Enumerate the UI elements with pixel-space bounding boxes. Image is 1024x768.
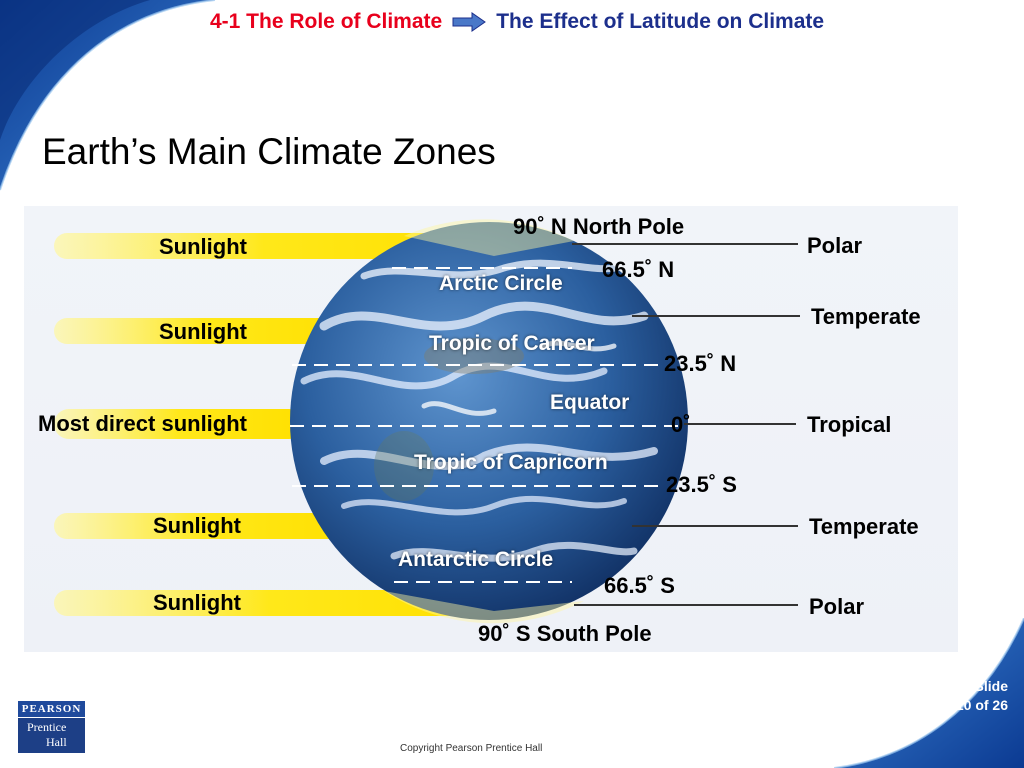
tropic-of-cancer-label: Tropic of Cancer: [429, 332, 595, 355]
south-lit-cap: [384, 591, 584, 624]
sunlight-beam-2: [54, 318, 354, 344]
tropic-capricorn-latitude-label: 23.5˚ S: [666, 472, 737, 497]
right-arrow-icon: [452, 12, 487, 32]
sunlight-beams: [54, 233, 484, 616]
slide-count: 10 of 26: [955, 697, 1008, 713]
zone-label-temperate-north: Temperate: [811, 304, 921, 329]
sunlight-label-1: Sunlight: [159, 234, 247, 259]
equator-label: Equator: [550, 391, 630, 414]
zone-label-polar-north: Polar: [807, 233, 863, 258]
most-direct-sunlight-label: Most direct sunlight: [38, 411, 247, 436]
corner-swoosh-decoration: [0, 0, 216, 191]
slide-number: Slide 10 of 26: [956, 677, 1008, 715]
sunlight-beam-4: [54, 513, 354, 539]
sunlight-label-4: Sunlight: [153, 513, 241, 538]
north-lit-cap: [404, 219, 574, 256]
logo-hall-text: Hall: [46, 735, 67, 749]
slide-label: Slide: [974, 678, 1008, 694]
tropic-of-capricorn-label: Tropic of Capricorn: [414, 451, 608, 474]
zone-label-temperate-south: Temperate: [809, 514, 919, 539]
tropic-cancer-latitude-label: 23.5˚ N: [664, 351, 737, 376]
topic-title: The Effect of Latitude on Climate: [496, 10, 825, 33]
copyright-text: Copyright Pearson Prentice Hall: [400, 743, 543, 754]
north-pole-label: 90˚ N North Pole: [513, 214, 685, 239]
zone-label-polar-south: Polar: [809, 594, 865, 619]
page-title: Earth’s Main Climate Zones: [42, 131, 496, 172]
pearson-prentice-hall-logo: PEARSON Prentice Hall: [18, 701, 85, 753]
latitude-dashed-lines: [290, 267, 684, 583]
logo-prentice-text: Prentice: [27, 720, 67, 734]
zone-label-tropical: Tropical: [807, 412, 892, 437]
sunlight-label-5: Sunlight: [153, 590, 241, 615]
sunlight-label-2: Sunlight: [159, 319, 247, 344]
globe-illustration: [54, 219, 800, 624]
arctic-circle-label: Arctic Circle: [439, 272, 563, 295]
south-pole-label: 90˚ S South Pole: [478, 621, 652, 646]
sunlight-beam-1: [54, 233, 474, 259]
zone-pointer-lines: [572, 243, 800, 606]
antarctic-circle-label: Antarctic Circle: [398, 548, 554, 571]
section-title: 4-1 The Role of Climate: [210, 10, 443, 33]
antarctic-latitude-label: 66.5˚ S: [604, 573, 675, 598]
corner-swoosh-bottom-decoration: [834, 618, 1024, 768]
logo-pearson-text: PEARSON: [18, 701, 85, 718]
climate-zones-diagram: Sunlight Sunlight Most direct sunlight S…: [24, 206, 958, 652]
equator-latitude-label: 0˚: [671, 412, 691, 437]
arctic-latitude-label: 66.5˚ N: [602, 257, 675, 282]
sunlight-beam-5: [54, 590, 484, 616]
sunlight-beam-3: [54, 409, 304, 439]
slide-header: 4-1 The Role of Climate The Effect of La…: [210, 6, 950, 38]
cloud-swirls: [300, 259, 658, 562]
